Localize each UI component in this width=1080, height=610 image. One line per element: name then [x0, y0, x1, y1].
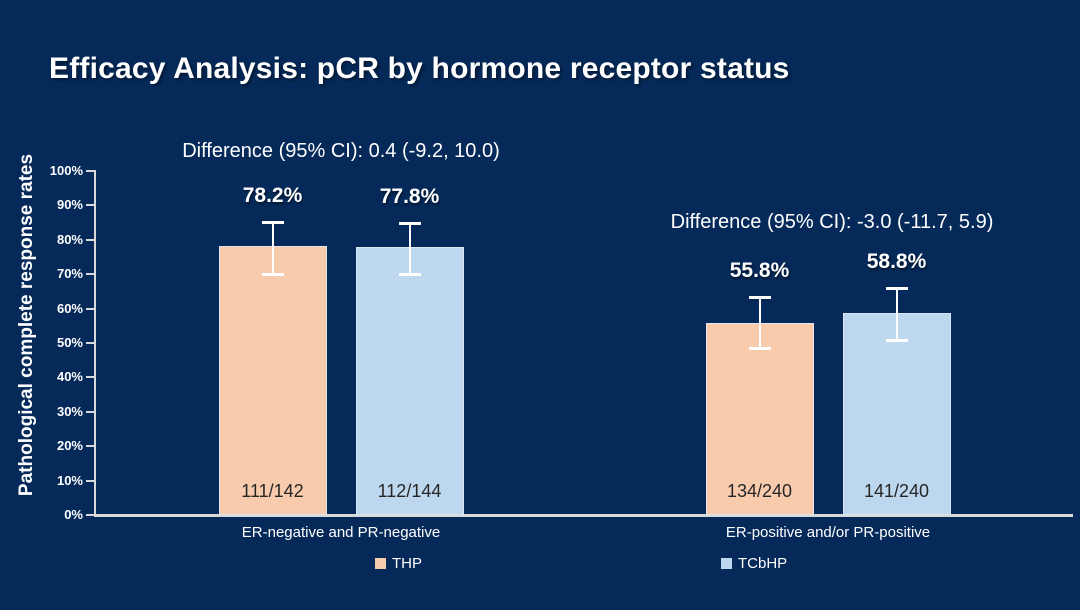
y-tick-mark	[86, 342, 94, 344]
error-bar-bottom-cap-erneg-tcbhp	[398, 272, 421, 276]
y-tick-label: 0%	[64, 507, 83, 522]
bar-value-label-erneg-tcbhp: 77.8%	[379, 184, 440, 208]
error-bar-top-cap-erpos-thp	[748, 295, 771, 299]
y-tick-mark	[86, 170, 94, 172]
legend-swatch-tcbhp	[721, 558, 732, 569]
error-bar-bottom-cap-erpos-thp	[748, 347, 771, 351]
error-bar-stem-erneg-thp	[271, 221, 274, 274]
legend-item-thp: THP	[375, 555, 422, 572]
bar-erpos-thp: 134/240	[705, 323, 814, 515]
slide-title: Efficacy Analysis: pCR by hormone recept…	[49, 52, 790, 85]
x-axis-line	[94, 514, 1073, 517]
error-bar-top-cap-erneg-tcbhp	[398, 221, 421, 225]
bar-count-label-erpos-thp: 134/240	[726, 480, 793, 501]
legend-item-tcbhp: TCbHP	[721, 555, 787, 572]
y-tick-label: 50%	[56, 335, 83, 350]
y-tick-mark	[86, 238, 94, 241]
bar-erneg-thp: 111/142	[218, 245, 327, 515]
y-axis-line	[94, 170, 96, 517]
y-tick-mark	[86, 273, 94, 276]
bar-erneg-tcbhp: 112/144	[355, 247, 464, 515]
y-tick-label: 40%	[56, 369, 83, 385]
bar-count-label-erneg-thp: 111/142	[241, 480, 304, 501]
error-bar-bottom-cap-erneg-thp	[261, 272, 284, 276]
bar-value-label-erneg-thp: 78.2%	[242, 183, 303, 207]
y-tick-label: 90%	[56, 197, 83, 213]
error-bar-stem-erpos-tcbhp	[895, 287, 898, 340]
bar-count-label-erpos-tcbhp: 141/240	[863, 480, 930, 501]
y-tick-label: 20%	[56, 438, 83, 454]
bar-value-label-erpos-thp: 55.8%	[729, 258, 790, 282]
y-tick-label: 80%	[56, 231, 83, 247]
y-tick-label: 60%	[56, 300, 83, 316]
legend-label-thp: THP	[392, 555, 422, 572]
y-tick-mark	[86, 514, 94, 516]
y-tick-mark	[86, 204, 94, 207]
bar-count-label-erneg-tcbhp: 112/144	[377, 480, 442, 501]
bar-value-label-erpos-tcbhp: 58.8%	[866, 249, 927, 273]
error-bar-stem-erpos-thp	[758, 296, 761, 349]
error-bar-top-cap-erneg-thp	[261, 220, 284, 224]
bar-erpos-tcbhp: 141/240	[842, 312, 951, 515]
y-tick-mark	[86, 307, 94, 310]
error-bar-stem-erneg-tcbhp	[408, 222, 411, 274]
y-tick-label: 10%	[56, 472, 83, 488]
y-tick-mark	[86, 410, 94, 413]
y-tick-mark	[86, 376, 94, 379]
y-tick-label: 70%	[56, 266, 83, 282]
y-tick-mark	[86, 445, 94, 448]
legend-swatch-thp	[375, 558, 386, 569]
error-bar-top-cap-erpos-tcbhp	[885, 286, 908, 290]
category-label-1: ER-negative and PR-negative	[241, 524, 441, 541]
y-tick-label: 100%	[49, 163, 83, 178]
difference-annotation-1: Difference (95% CI): 0.4 (-9.2, 10.0)	[182, 140, 500, 162]
error-bar-bottom-cap-erpos-tcbhp	[885, 338, 908, 342]
y-tick-mark	[86, 479, 94, 482]
y-tick-label: 30%	[56, 403, 83, 419]
category-label-2: ER-positive and/or PR-positive	[725, 524, 931, 541]
legend-label-tcbhp: TCbHP	[738, 555, 788, 572]
difference-annotation-2: Difference (95% CI): -3.0 (-11.7, 5.9)	[670, 211, 994, 233]
